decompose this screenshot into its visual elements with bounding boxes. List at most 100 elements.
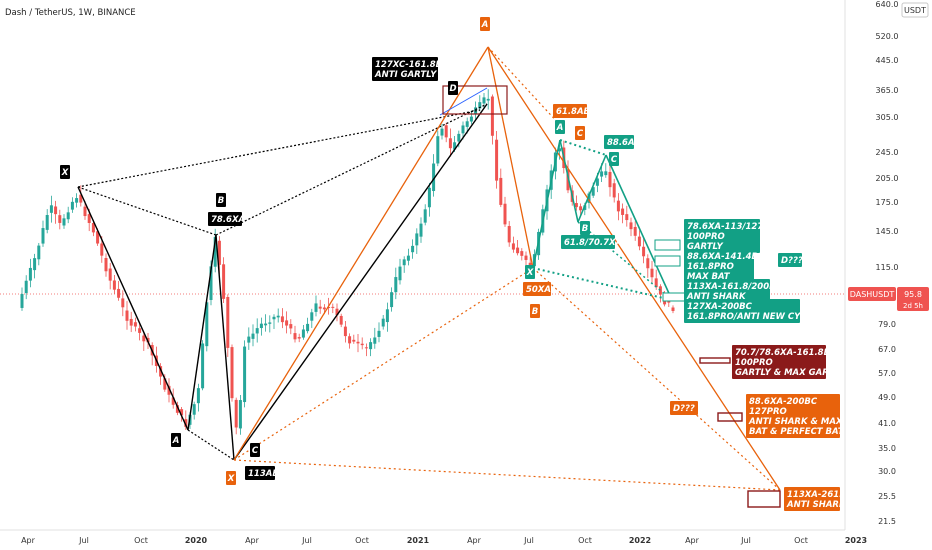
black-dotted	[77, 109, 481, 188]
candle-body	[142, 335, 146, 342]
candle-body	[217, 240, 221, 265]
candle-body	[175, 405, 179, 413]
point-x3-bg	[525, 265, 535, 279]
candle-body	[96, 231, 100, 244]
candle-body	[637, 236, 641, 247]
time-tick-label: Oct	[355, 536, 369, 545]
candle-body	[213, 236, 217, 267]
price-tick-label: 445.0	[876, 56, 899, 65]
candle-body	[373, 337, 377, 344]
orange-leg	[233, 46, 489, 461]
candle-body	[20, 294, 24, 308]
point-c-text: C	[252, 446, 259, 456]
candle-body	[436, 136, 440, 164]
candle-body	[129, 318, 133, 326]
candle-body	[625, 214, 629, 221]
candle-body	[343, 326, 347, 337]
time-tick-label: Apr	[21, 536, 36, 545]
candle-body	[461, 125, 465, 134]
time-tick-label: Apr	[245, 536, 260, 545]
candle-body	[385, 309, 389, 323]
candle-body	[621, 208, 625, 215]
orange-dotted	[532, 267, 781, 491]
label-teal-cypher-text: 161.8PRO/ANTI NEW CYPHER	[687, 312, 826, 322]
candle-body	[377, 330, 381, 337]
candle-body	[448, 138, 452, 149]
candle-body	[654, 278, 658, 288]
candle-body	[558, 148, 562, 152]
orange-leg	[487, 46, 781, 491]
candle-body	[600, 171, 604, 177]
candle-body	[591, 187, 595, 196]
label-d-unknown-bg	[670, 401, 698, 415]
candle-body	[612, 183, 616, 198]
candle-body	[121, 298, 125, 308]
price-tick-label: 205.0	[876, 174, 899, 183]
label-teal-gartly-text: 100PRO	[687, 232, 725, 242]
point-d-text: D	[449, 84, 456, 94]
symbol-label: DASHUSDT	[850, 290, 895, 299]
chart-title: Dash / TetherUS, 1W, BINANCE	[5, 8, 136, 18]
candle-body	[314, 303, 318, 312]
candle-body	[264, 323, 268, 326]
symbol-badge	[848, 287, 896, 301]
black-dotted	[77, 186, 217, 236]
candle-body	[171, 397, 175, 405]
label-target-3-bg	[784, 487, 840, 511]
last-price-label: 95.8	[904, 290, 922, 299]
point-a3-bg	[555, 120, 565, 134]
time-axis: Apr Jul Oct 2020 Apr Jul Oct 2021 Apr Jul Oct 2022 A…	[21, 536, 867, 545]
currency-badge[interactable]	[901, 2, 929, 18]
candle-body	[478, 102, 482, 109]
candle-body	[49, 205, 53, 213]
price-tick-label: 115.0	[876, 263, 899, 272]
label-618-707xa-bg	[561, 235, 615, 249]
teal-zone-box	[654, 255, 681, 267]
countdown-label: 2d 5h	[903, 302, 923, 310]
label-anti-gartly-text: 127XC-161.8BC	[375, 60, 449, 70]
candle-body	[579, 206, 583, 211]
candle-body	[125, 310, 129, 321]
candle-body	[87, 214, 91, 224]
candle-body	[285, 320, 289, 326]
candle-body	[222, 264, 226, 299]
orange-dotted	[233, 267, 534, 461]
candle-body	[133, 322, 137, 327]
candle-body	[83, 206, 87, 217]
pattern-lines	[77, 46, 781, 491]
time-tick-label: Jul	[78, 536, 89, 545]
point-b-bg	[216, 193, 226, 207]
point-c-bg	[250, 443, 260, 457]
candle-body	[301, 329, 305, 338]
price-tick-label: 30.0	[878, 467, 896, 476]
point-b3-text: B	[582, 224, 588, 234]
point-d-unknown-bg	[778, 253, 802, 267]
label-target-1-text: 100PRO	[735, 358, 773, 368]
candle-body	[180, 409, 184, 416]
candle-body	[251, 333, 255, 339]
candle-body	[205, 302, 209, 347]
candle-body	[499, 177, 503, 205]
candle-body	[62, 218, 66, 226]
label-target-2-bg	[746, 394, 840, 438]
label-teal-gartly-bg	[684, 219, 760, 253]
candle-body	[419, 223, 423, 237]
label-target-1-text: GARTLY & MAX GARTLY	[735, 368, 845, 378]
candle-body	[310, 312, 314, 321]
label-886ab-text: 88.6AB	[607, 138, 641, 148]
black-leg	[233, 103, 488, 461]
target-box-2	[717, 412, 743, 422]
label-teal-maxbat-text: 88.6XA-141.4BC	[687, 252, 765, 262]
black-leg	[215, 234, 235, 461]
label-target-3-text: ANTI SHARK	[786, 500, 847, 510]
point-a2-bg	[480, 17, 490, 31]
candle-body	[112, 280, 116, 290]
candle-body	[167, 385, 171, 395]
candle-body	[335, 308, 339, 316]
point-c3-text: C	[611, 155, 618, 165]
teal-zone-box	[654, 239, 681, 251]
candle-body	[280, 316, 284, 323]
candle-body	[24, 280, 28, 294]
target-box-3	[747, 490, 781, 508]
